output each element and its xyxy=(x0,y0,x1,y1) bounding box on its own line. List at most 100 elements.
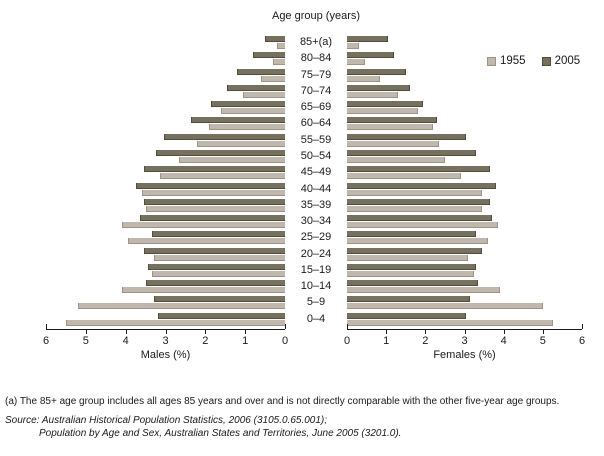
bar-males-2005-70-74 xyxy=(227,84,285,91)
age-label-45-49: 45–49 xyxy=(300,166,332,179)
bar-males-1955-15-19 xyxy=(151,270,285,277)
age-label-25-29: 25–29 xyxy=(300,231,332,244)
bar-females-1955-40-44 xyxy=(347,189,483,196)
source-line-2: Population by Age and Sex, Australian St… xyxy=(39,428,402,439)
male-axis-tick-6 xyxy=(46,324,47,329)
female-axis-tick-1 xyxy=(386,330,388,334)
bar-males-1955-60-64 xyxy=(209,124,285,131)
bar-males-1955-80-84 xyxy=(273,59,285,66)
bar-males-2005-35-39 xyxy=(143,198,285,205)
bar-females-2005-70-74 xyxy=(347,84,410,91)
bar-males-1955-30-34 xyxy=(121,222,285,229)
bar-males-2005-65-69 xyxy=(211,101,285,108)
bar-females-2005-10-14 xyxy=(347,280,479,287)
bar-males-1955-55-59 xyxy=(197,140,285,147)
bar-males-2005-50-54 xyxy=(155,149,285,156)
age-label-0-4: 0–4 xyxy=(306,312,326,325)
bar-males-2005-15-19 xyxy=(147,263,285,270)
bar-males-2005-80-84 xyxy=(253,52,285,59)
bar-males-2005-85plus-a xyxy=(265,36,285,42)
bar-males-1955-40-44 xyxy=(141,189,285,196)
legend-item-1955: 1955 xyxy=(487,55,526,67)
bar-females-1955-5-9 xyxy=(347,303,543,310)
male-axis-tick-label-2: 2 xyxy=(202,335,209,347)
female-bars-panel xyxy=(347,0,582,340)
bar-males-1955-85plus-a xyxy=(277,43,285,49)
age-label-55-59: 55–59 xyxy=(300,133,332,146)
bar-males-1955-20-24 xyxy=(153,254,285,261)
bar-males-1955-35-39 xyxy=(145,205,285,212)
bar-males-2005-10-14 xyxy=(145,280,285,287)
bar-females-2005-80-84 xyxy=(347,52,394,59)
female-axis-tick-0 xyxy=(347,324,348,329)
bar-males-2005-25-29 xyxy=(151,231,285,238)
age-label-5-9: 5–9 xyxy=(306,296,326,309)
male-axis-tick-label-4: 4 xyxy=(122,335,129,347)
bar-males-2005-0-4 xyxy=(157,312,285,319)
female-axis-tick-label-1: 1 xyxy=(383,335,390,347)
bar-females-1955-45-49 xyxy=(347,173,461,180)
age-label-75-79: 75–79 xyxy=(300,68,332,81)
bar-males-1955-45-49 xyxy=(159,173,285,180)
bar-females-1955-50-54 xyxy=(347,156,445,163)
bar-females-2005-35-39 xyxy=(347,198,490,205)
female-axis-tick-5 xyxy=(542,330,544,334)
chart-title: Age group (years) xyxy=(271,10,361,22)
bar-females-1955-35-39 xyxy=(347,205,483,212)
male-axis-tick-2 xyxy=(205,330,207,334)
bar-males-2005-40-44 xyxy=(135,182,285,189)
bar-females-1955-20-24 xyxy=(347,254,469,261)
age-label-15-19: 15–19 xyxy=(300,263,332,276)
age-label-50-54: 50–54 xyxy=(300,149,332,162)
bar-females-1955-80-84 xyxy=(347,59,365,66)
female-axis-line xyxy=(347,329,582,330)
female-axis-tick-label-4: 4 xyxy=(500,335,507,347)
male-axis-title: Males (%) xyxy=(140,349,191,361)
footnote-a: (a) The 85+ age group includes all ages … xyxy=(5,396,560,407)
female-axis-tick-label-2: 2 xyxy=(422,335,429,347)
male-axis-tick-3 xyxy=(165,330,167,334)
bar-males-2005-5-9 xyxy=(153,296,285,303)
male-axis-tick-5 xyxy=(85,330,87,334)
bar-females-2005-20-24 xyxy=(347,247,483,254)
age-label-85plus-a: 85+(a) xyxy=(299,36,333,48)
source-line-1: Source: Australian Historical Population… xyxy=(5,415,328,426)
male-axis-line xyxy=(46,329,285,330)
bar-females-2005-85plus-a xyxy=(347,36,389,42)
bar-females-2005-15-19 xyxy=(347,263,477,270)
male-bars-panel xyxy=(46,0,285,340)
male-axis-tick-4 xyxy=(125,330,127,334)
female-axis-tick-label-6: 6 xyxy=(578,335,586,347)
age-label-35-39: 35–39 xyxy=(300,198,332,211)
bar-females-1955-70-74 xyxy=(347,91,398,98)
age-label-60-64: 60–64 xyxy=(300,117,332,130)
bar-males-1955-0-4 xyxy=(65,319,285,326)
bar-males-2005-30-34 xyxy=(139,215,285,222)
female-axis-tick-2 xyxy=(425,330,427,334)
bar-females-2005-50-54 xyxy=(347,149,477,156)
female-axis-tick-6 xyxy=(582,324,583,329)
female-axis-tick-3 xyxy=(464,330,466,334)
age-label-20-24: 20–24 xyxy=(300,247,332,260)
age-label-70-74: 70–74 xyxy=(300,84,332,97)
male-axis-tick-label-1: 1 xyxy=(242,335,249,347)
female-axis-tick-label-3: 3 xyxy=(461,335,468,347)
bar-males-2005-55-59 xyxy=(163,133,285,140)
age-labels-column: 85+(a) 80–84 75–79 70–74 65–69 60–64 55–59 50–5… xyxy=(285,0,347,340)
male-axis-tick-label-5: 5 xyxy=(82,335,89,347)
female-axis-tick-label-5: 5 xyxy=(539,335,546,347)
legend-swatch-2005-icon xyxy=(541,56,551,66)
bar-females-1955-25-29 xyxy=(347,238,488,245)
bar-males-2005-75-79 xyxy=(237,68,285,75)
male-axis-tick-label-0: 0 xyxy=(281,335,289,347)
bar-males-1955-25-29 xyxy=(127,238,285,245)
male-axis-tick-0 xyxy=(285,324,286,329)
bar-females-1955-0-4 xyxy=(347,319,553,326)
bar-females-2005-60-64 xyxy=(347,117,438,124)
bar-females-1955-60-64 xyxy=(347,124,434,131)
female-axis-tick-label-0: 0 xyxy=(343,335,351,347)
male-axis-tick-label-3: 3 xyxy=(162,335,169,347)
bar-females-2005-45-49 xyxy=(347,166,490,173)
bar-males-1955-75-79 xyxy=(261,75,285,82)
